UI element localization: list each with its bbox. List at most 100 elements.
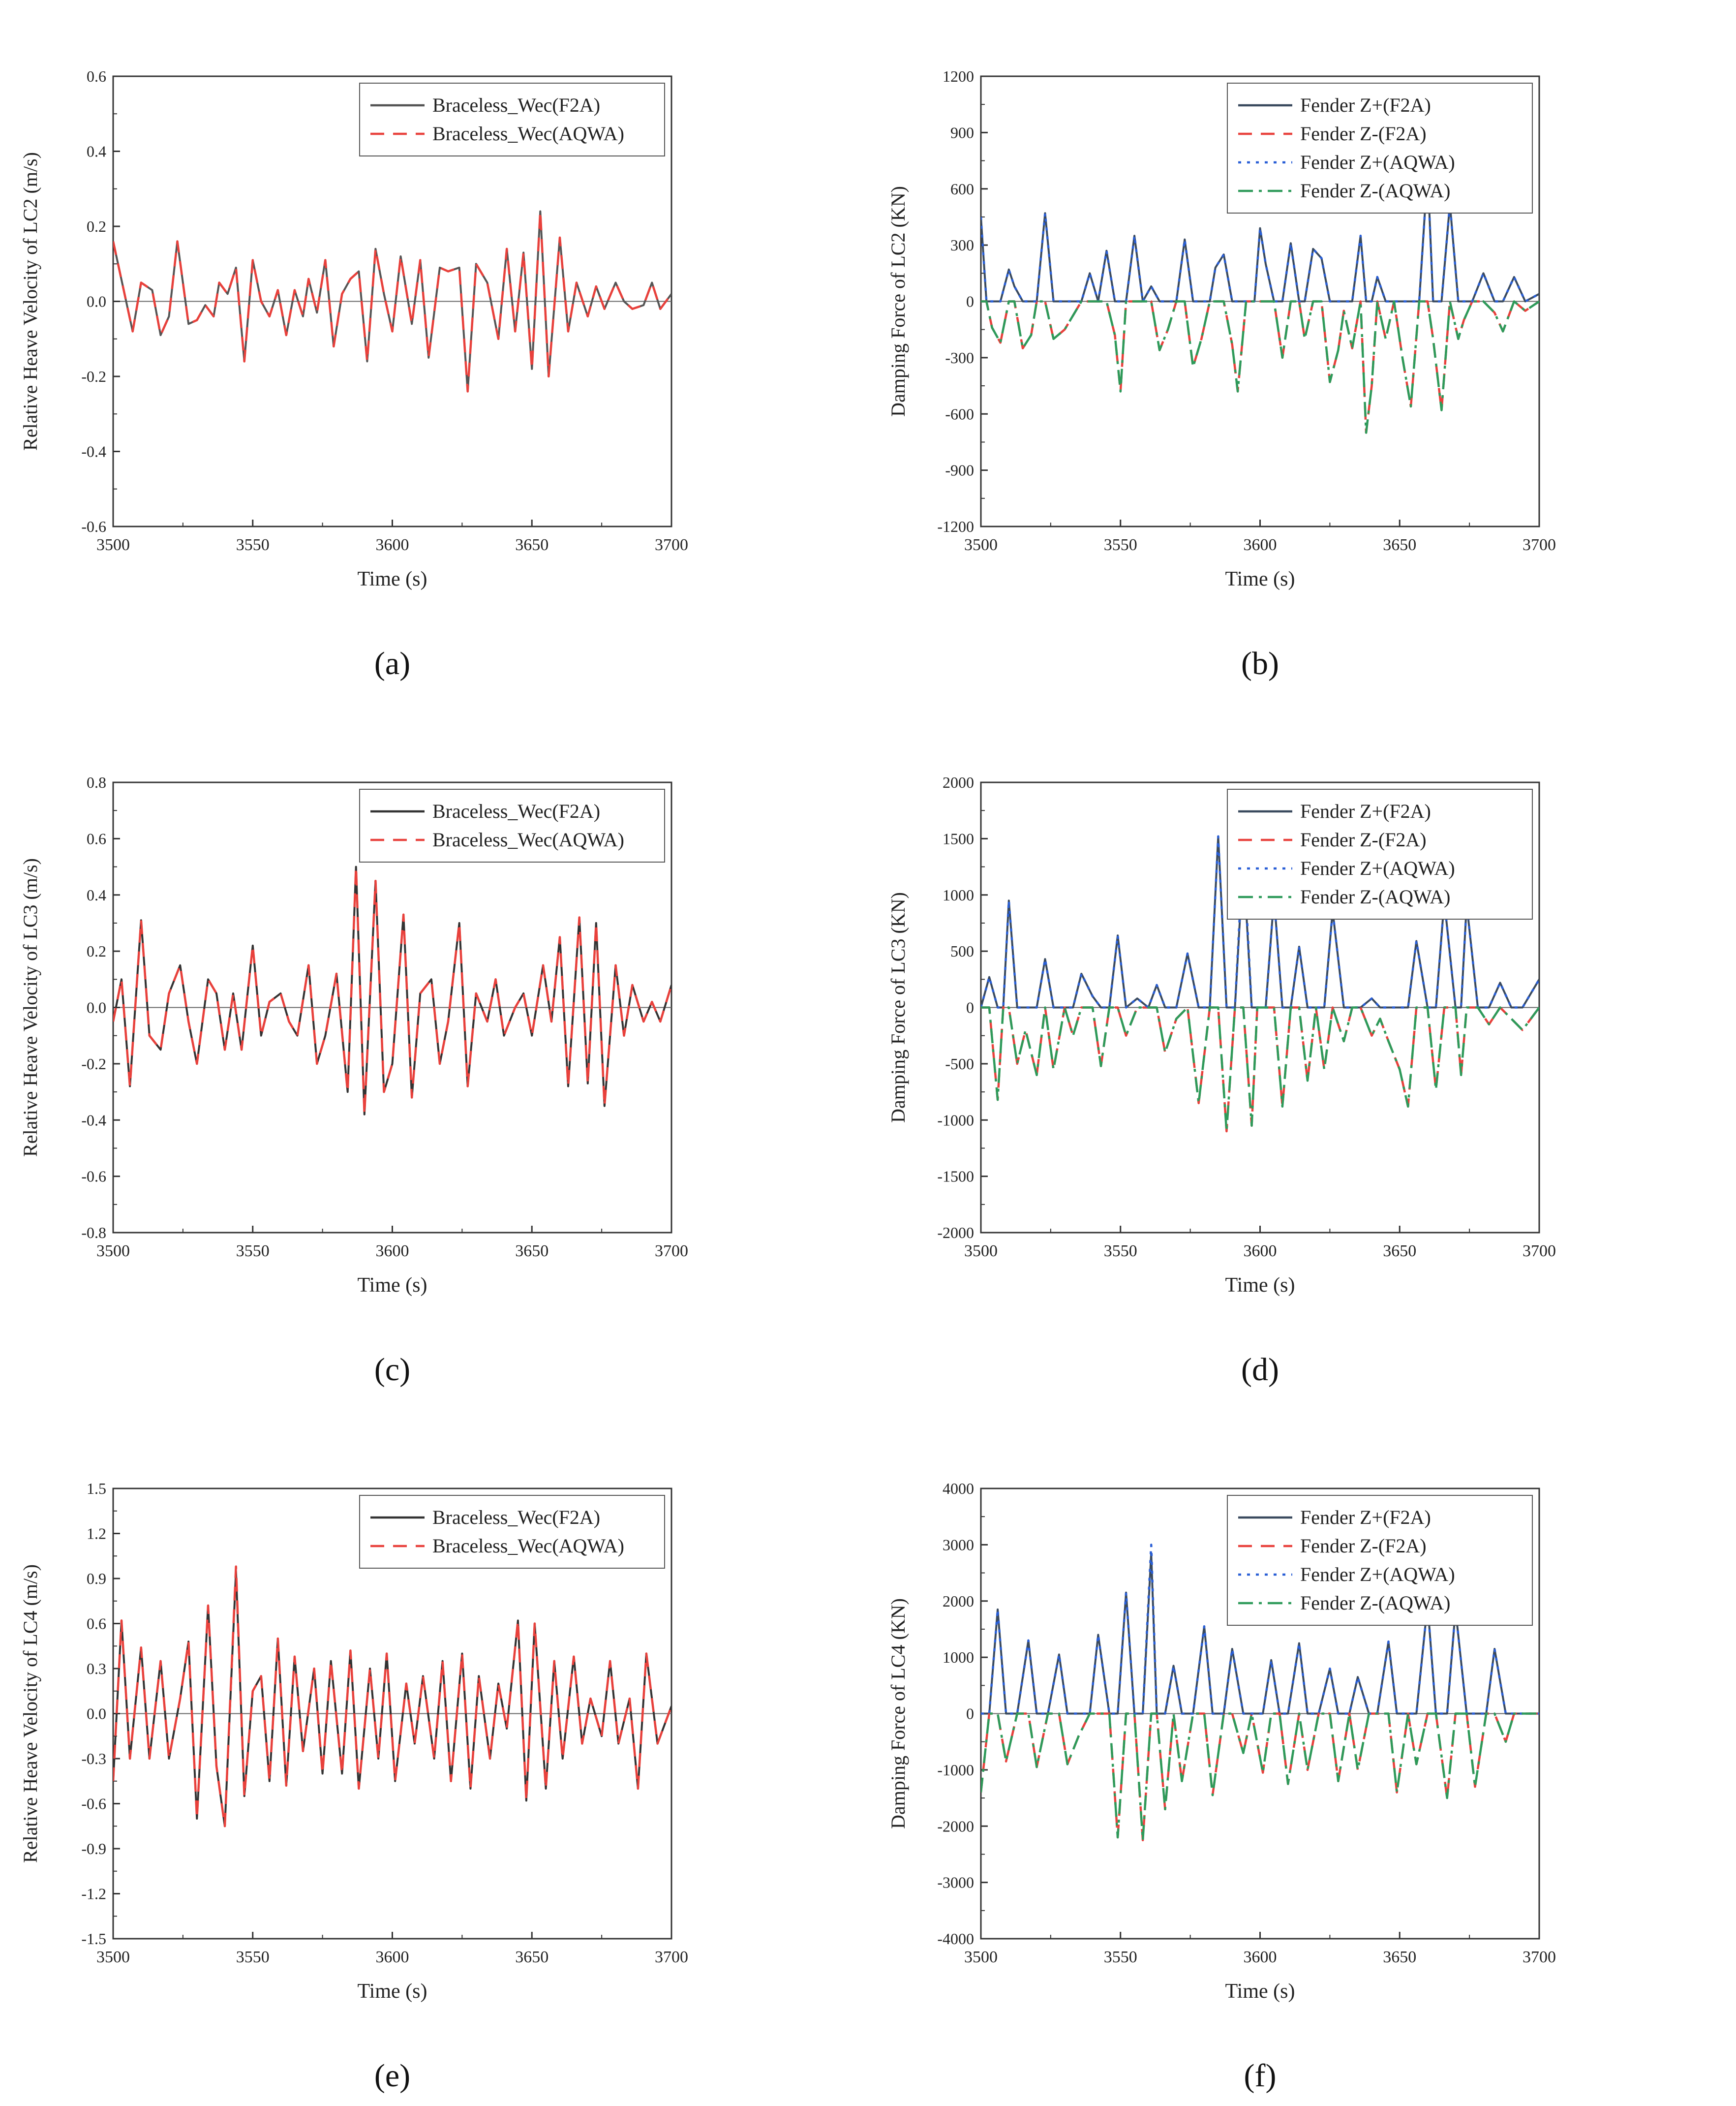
y-tick-label: -500: [945, 1055, 974, 1073]
y-tick-label: -0.6: [81, 1795, 106, 1813]
x-tick-label: 3550: [1104, 1948, 1137, 1966]
series-line-2: [113, 866, 671, 1116]
y-tick-label: 4000: [943, 1480, 974, 1497]
y-tick-label: -0.4: [81, 443, 106, 461]
y-tick-label: 0.3: [87, 1660, 106, 1677]
y-tick-label: -0.2: [81, 1055, 106, 1073]
legend-label: Braceless_Wec(AQWA): [432, 829, 624, 851]
series-line-2: [981, 1006, 1539, 1133]
legend-label: Braceless_Wec(F2A): [432, 1506, 600, 1528]
chart-panel-1: 3500 3550 3600 3650 3700 -0.6 -0.4 -0.2 0.0 0.2 0.…: [19, 67, 688, 681]
panel-caption: (c): [374, 1352, 410, 1388]
y-tick-label: 1200: [943, 67, 974, 85]
y-tick-label: 500: [950, 942, 974, 960]
panel-caption: (f): [1244, 2058, 1277, 2094]
y-tick-label: -0.4: [81, 1111, 106, 1129]
legend-label: Fender Z-(AQWA): [1300, 180, 1450, 202]
legend: Fender Z+(F2A) Fender Z-(F2A) Fender Z+(AQ…: [1227, 1495, 1533, 1626]
y-tick-label: -1000: [937, 1761, 974, 1779]
chart-panel-5: 3500 3550 3600 3650 3700 -1.5 -1.2 -0.9 -0.6 -0.3…: [19, 1480, 688, 2094]
y-tick-label: 0.9: [87, 1570, 106, 1587]
y-tick-label: 0.2: [87, 217, 106, 235]
y-tick-label: -1.5: [81, 1930, 106, 1948]
series-line-2: [981, 1712, 1539, 1842]
x-tick-label: 3550: [236, 1242, 270, 1260]
legend-label: Braceless_Wec(AQWA): [432, 1535, 624, 1557]
x-tick-label: 3600: [376, 536, 409, 554]
legend: Braceless_Wec(F2A) Braceless_Wec(AQWA): [359, 1495, 665, 1569]
x-tick-label: 3600: [1244, 536, 1277, 554]
y-tick-label: -0.8: [81, 1224, 106, 1241]
x-tick-label: 3500: [96, 536, 130, 554]
x-tick-label: 3600: [376, 1242, 409, 1260]
x-tick-label: 3550: [1104, 536, 1137, 554]
y-tick-label: 1.5: [87, 1480, 106, 1497]
x-tick-label: 3550: [236, 536, 270, 554]
y-tick-label: 0.6: [87, 1615, 106, 1633]
x-axis-label: Time (s): [358, 568, 427, 590]
y-tick-label: 0: [966, 293, 974, 310]
y-tick-label: 0.4: [87, 886, 106, 904]
x-tick-label: 3600: [1244, 1242, 1277, 1260]
y-tick-label: 0.2: [87, 942, 106, 960]
y-tick-label: 0: [966, 999, 974, 1017]
series-line-3: [981, 1544, 1539, 1715]
x-tick-label: 3500: [964, 536, 998, 554]
x-tick-label: 3500: [964, 1242, 998, 1260]
legend-label: Fender Z+(F2A): [1300, 94, 1431, 116]
legend-label: Braceless_Wec(F2A): [432, 94, 600, 116]
series-line-1: [981, 835, 1539, 1009]
legend-box: [359, 1495, 665, 1569]
y-tick-label: 2000: [943, 1592, 974, 1610]
y-tick-label: 0: [966, 1705, 974, 1723]
y-tick-label: 1.2: [87, 1525, 106, 1543]
y-tick-label: 1000: [943, 886, 974, 904]
legend: Braceless_Wec(F2A) Braceless_Wec(AQWA): [359, 789, 665, 863]
y-tick-label: -300: [945, 349, 974, 367]
panel-caption: (d): [1241, 1352, 1279, 1388]
y-tick-label: -2000: [937, 1817, 974, 1835]
y-tick-label: 0.0: [87, 293, 106, 310]
y-tick-label: -0.2: [81, 368, 106, 385]
legend-label: Fender Z-(F2A): [1300, 829, 1427, 851]
legend-label: Fender Z+(AQWA): [1300, 857, 1455, 879]
y-tick-label: 0.6: [87, 830, 106, 847]
y-tick-label: -1.2: [81, 1885, 106, 1903]
y-tick-label: -1000: [937, 1111, 974, 1129]
legend-box: [359, 83, 665, 156]
y-tick-label: -3000: [937, 1874, 974, 1891]
y-tick-label: 3000: [943, 1536, 974, 1553]
panel-caption: (e): [374, 2058, 410, 2094]
y-tick-label: 0.4: [87, 143, 106, 160]
y-axis-label: Damping Force of LC2 (KN): [887, 186, 909, 417]
x-tick-label: 3700: [655, 536, 688, 554]
y-tick-label: -2000: [937, 1224, 974, 1241]
panel-caption: (b): [1241, 646, 1279, 681]
series-line-2: [981, 300, 1539, 434]
chart-panel-6: 3500 3550 3600 3650 3700 -4000 -3000 -2000 -1000…: [887, 1480, 1556, 2094]
x-tick-label: 3650: [1383, 1242, 1416, 1260]
series-line-4: [981, 300, 1539, 434]
legend: Braceless_Wec(F2A) Braceless_Wec(AQWA): [359, 83, 665, 156]
x-axis-label: Time (s): [1225, 1274, 1295, 1297]
series-line-2: [113, 210, 671, 393]
legend: Fender Z+(F2A) Fender Z-(F2A) Fender Z+(AQ…: [1227, 789, 1533, 920]
x-tick-label: 3650: [515, 536, 548, 554]
x-tick-label: 3700: [1523, 1948, 1556, 1966]
legend-label: Braceless_Wec(AQWA): [432, 123, 624, 145]
legend-label: Fender Z+(F2A): [1300, 800, 1431, 822]
y-axis-label: Relative Heave Velocity of LC3 (m/s): [19, 858, 41, 1157]
y-axis-label: Relative Heave Velocity of LC2 (m/s): [19, 152, 41, 451]
x-tick-label: 3550: [236, 1948, 270, 1966]
x-tick-label: 3500: [96, 1948, 130, 1966]
legend-label: Fender Z-(F2A): [1300, 1535, 1427, 1557]
x-tick-label: 3700: [655, 1242, 688, 1260]
y-axis-label: Damping Force of LC4 (KN): [887, 1598, 909, 1829]
y-tick-label: 0.6: [87, 67, 106, 85]
x-axis-label: Time (s): [358, 1274, 427, 1297]
y-tick-label: -4000: [937, 1930, 974, 1948]
x-axis-label: Time (s): [358, 1980, 427, 2003]
legend-label: Fender Z-(F2A): [1300, 123, 1427, 145]
x-tick-label: 3600: [376, 1948, 409, 1966]
